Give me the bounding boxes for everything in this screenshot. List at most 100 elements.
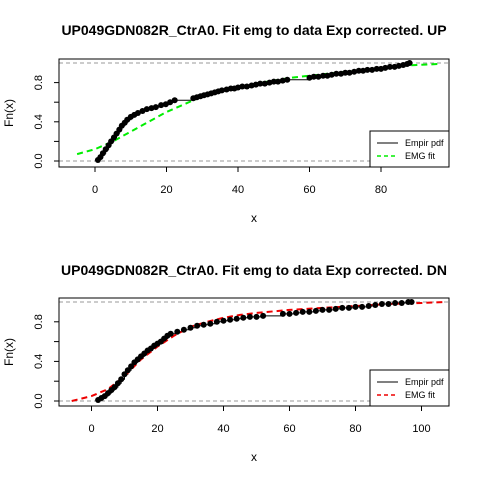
x-tick-label-up-20: 20 [160,184,172,196]
legend-up: Empir pdf EMG fit [369,130,450,168]
empirical-point-dn-22 [167,330,174,337]
empirical-point-dn-39 [293,309,300,316]
empirical-point-dn-31 [227,316,234,323]
empirical-point-dn-23 [174,328,181,335]
empirical-point-dn-57 [408,299,415,305]
empirical-point-up-18 [152,104,159,111]
empirical-point-up-70 [406,60,413,66]
empirical-point-dn-52 [378,301,385,307]
empirical-point-dn-33 [240,314,247,321]
y-tick-label-up-8: 0.8 [33,75,45,90]
empirical-point-dn-32 [233,315,240,322]
y-tick-label-dn-8: 0.8 [33,314,45,329]
empirical-point-dn-7 [118,376,125,383]
empirical-point-dn-43 [319,306,326,313]
y-axis-label-up: Fn(x) [2,99,16,127]
empirical-point-dn-53 [385,301,392,307]
empirical-point-up-21 [167,99,174,106]
legend-label-empirical-dn: Empir pdf [405,377,444,387]
x-tick-label-dn-80: 80 [349,423,361,435]
empirical-point-up-43 [270,78,277,85]
empirical-point-dn-46 [339,304,346,311]
empirical-point-up-50 [320,72,327,79]
empirical-point-up-64 [382,64,389,71]
x-tick-label-up-60: 60 [303,184,315,196]
empirical-point-up-60 [364,66,371,73]
empirical-point-up-46 [284,76,291,83]
empirical-point-up-19 [158,102,165,109]
empirical-point-dn-10 [128,363,135,370]
empirical-point-up-22 [171,97,178,104]
y-tick-label-up-4: 0.4 [33,114,45,129]
empirical-point-dn-26 [194,322,201,329]
empirical-point-dn-44 [326,306,333,313]
empirical-point-dn-38 [286,310,293,317]
y-axis-dn: 0.0 0.4 0.8 Fn(x) [2,314,60,409]
empirical-point-dn-37 [279,310,286,317]
legend-dn: Empir pdf EMG fit [369,369,450,407]
x-axis-label-up: x [251,211,257,225]
empirical-point-up-62 [373,65,380,72]
x-tick-label-dn-20: 20 [151,423,163,435]
empirical-point-up-61 [369,66,376,73]
empirical-point-up-31 [218,87,225,94]
y-tick-label-dn-0: 0.0 [33,393,45,408]
x-tick-label-up-40: 40 [232,184,244,196]
x-axis-dn: 0 20 40 60 80 100 x [88,405,431,464]
empirical-point-up-45 [279,77,286,84]
empirical-point-up-44 [275,78,281,85]
legend-label-empirical-up: Empir pdf [405,138,444,148]
empirical-point-up-52 [328,71,335,78]
plot-area-dn [58,297,450,407]
chart-title-up: UP049GDN082R_CtrA0. Fit emg to data Exp … [61,22,446,38]
empirical-point-dn-47 [345,304,352,311]
legend-box-up [369,130,450,168]
legend-label-fit-dn: EMG fit [405,390,436,400]
empirical-point-up-37 [243,83,250,90]
empirical-point-up-56 [346,69,353,76]
empirical-point-dn-29 [213,318,220,325]
empirical-point-up-58 [355,67,362,74]
chart-title-dn: UP049GDN082R_CtrA0. Fit emg to data Exp … [61,262,447,278]
empirical-point-up-57 [351,68,358,75]
empirical-point-dn-24 [180,326,187,333]
empirical-point-up-16 [143,106,150,113]
x-axis-label-dn: x [251,450,257,464]
empirical-point-dn-25 [187,324,194,331]
empirical-point-dn-54 [392,300,399,306]
empirical-point-dn-51 [372,302,379,308]
y-tick-label-dn-4: 0.4 [33,354,45,369]
empirical-point-up-55 [342,69,349,76]
empirical-point-up-53 [333,70,340,77]
empirical-point-dn-42 [312,307,319,314]
empirical-point-up-14 [134,110,141,116]
empirical-point-up-40 [257,80,264,87]
empirical-point-dn-28 [207,320,214,327]
x-tick-label-dn-0: 0 [88,423,94,435]
empirical-point-dn-30 [220,317,227,324]
empirical-point-dn-34 [246,313,253,320]
x-tick-label-up-80: 80 [375,184,387,196]
empirical-point-dn-40 [299,308,306,315]
chart-panel-up: UP049GDN082R_CtrA0. Fit emg to data Exp … [2,22,450,225]
legend-box-dn [369,369,450,407]
legend-label-fit-up: EMG fit [405,151,436,161]
series-group-up [76,60,439,163]
x-tick-label-dn-100: 100 [412,423,430,435]
y-tick-label-up-0: 0.0 [33,153,45,168]
empirical-point-up-49 [315,73,322,80]
series-group-dn [71,299,445,403]
chart-panel-dn: UP049GDN082R_CtrA0. Fit emg to data Exp … [2,262,450,464]
y-axis-label-dn: Fn(x) [2,338,16,366]
empirical-point-dn-48 [352,303,359,310]
empirical-point-dn-35 [253,313,260,320]
x-tick-label-up-0: 0 [92,184,98,196]
empirical-point-up-41 [261,80,268,87]
empirical-point-dn-8 [121,371,128,378]
empirical-point-dn-36 [260,312,267,319]
empirical-point-dn-45 [332,305,339,312]
x-tick-label-dn-60: 60 [283,423,295,435]
empirical-point-dn-6 [114,380,121,387]
x-axis-up: 0 20 40 60 80 x [92,166,387,225]
